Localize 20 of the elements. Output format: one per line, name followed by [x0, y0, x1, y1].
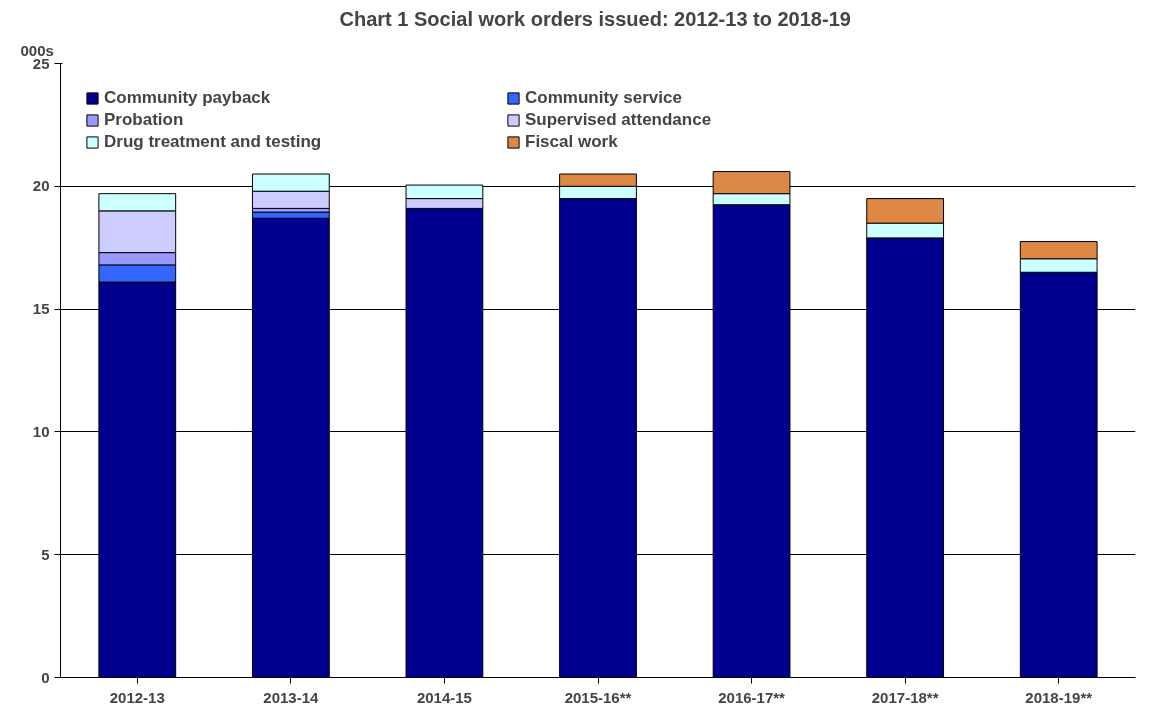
- y-tick-label: 15: [32, 300, 50, 318]
- x-tick-label: 2013-14: [263, 688, 320, 706]
- y-tick-label: 20: [32, 177, 50, 195]
- x-tick-label: 2014-15: [416, 688, 472, 706]
- legend-label: Drug treatment and testing: [104, 132, 323, 152]
- x-tick-label: 2012-13: [109, 688, 165, 706]
- x-tick-label: 2016-17**: [718, 688, 786, 706]
- chart-title: Chart 1 Social work orders issued: 2012-13 to 2018-19: [339, 7, 851, 30]
- legend-label: Supervised attendance: [525, 110, 713, 130]
- legend-label: Fiscal work: [525, 132, 619, 152]
- legend-label: Probation: [104, 110, 185, 130]
- y-tick-label: 0: [41, 668, 50, 686]
- x-tick-label: 2015-16**: [564, 688, 632, 706]
- y-tick-label: 10: [32, 422, 50, 440]
- y-axis-title: 000s: [20, 41, 54, 59]
- x-tick-label: 2017-18**: [871, 688, 939, 706]
- y-tick-label: 5: [41, 545, 50, 563]
- legend-label: Community payback: [104, 88, 272, 108]
- x-tick-label: 2018-19**: [1025, 688, 1093, 706]
- legend-label: Community service: [525, 88, 683, 108]
